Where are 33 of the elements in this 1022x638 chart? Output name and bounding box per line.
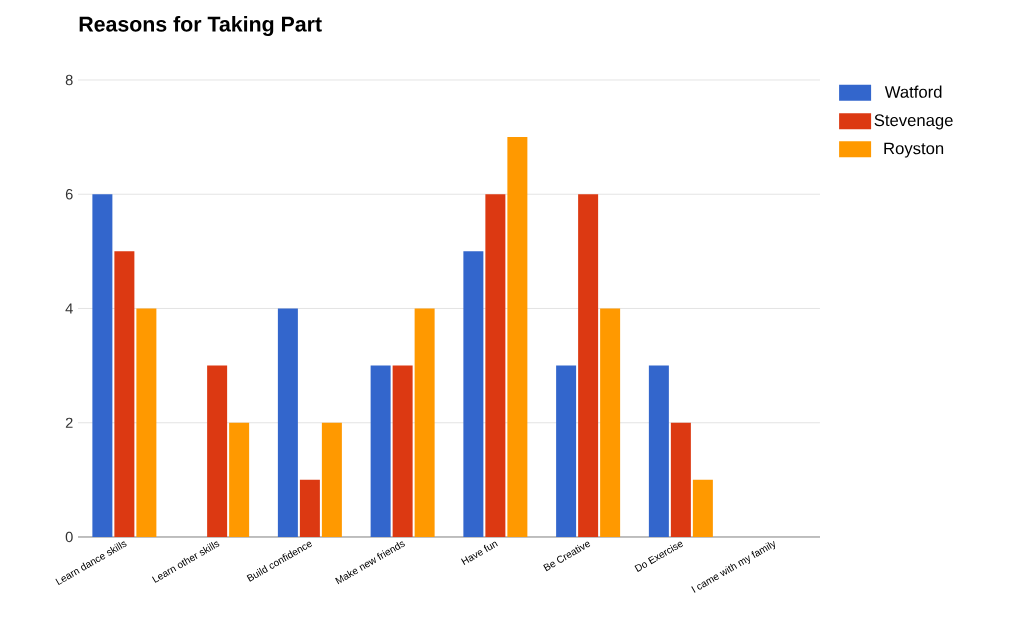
legend-label: Watford — [884, 85, 942, 98]
bar — [229, 422, 250, 537]
y-tick-label: 0 — [65, 531, 73, 543]
y-tick-label: 2 — [65, 417, 73, 428]
x-tick-label: Have fun — [461, 541, 498, 566]
bar — [136, 308, 157, 537]
y-tick-label: 4 — [65, 303, 73, 314]
y-tick-label: 6 — [65, 189, 73, 200]
bar — [277, 308, 298, 537]
bar — [392, 365, 413, 537]
x-tick-label: I came with my family — [691, 540, 775, 593]
bar — [670, 422, 691, 537]
bar — [600, 308, 621, 537]
bar — [414, 308, 435, 537]
bar — [463, 251, 484, 537]
bar — [485, 194, 506, 537]
bar — [556, 365, 577, 537]
legend-label: Stevenage — [874, 114, 953, 130]
bar — [648, 365, 669, 537]
bar — [692, 479, 713, 537]
bar — [321, 422, 342, 537]
x-tick-label: Learn other skills — [151, 541, 220, 583]
x-tick-label: Learn dance skills — [55, 541, 127, 586]
bar — [114, 251, 135, 537]
legend-label: Royston — [884, 142, 944, 158]
bar — [92, 194, 113, 537]
y-tick-label: 8 — [65, 74, 73, 86]
bar — [578, 194, 599, 537]
chart-title: Reasons for Taking Part — [79, 16, 322, 36]
bar — [299, 479, 320, 537]
bar — [370, 365, 391, 537]
bar — [207, 365, 228, 537]
bar — [507, 137, 528, 537]
